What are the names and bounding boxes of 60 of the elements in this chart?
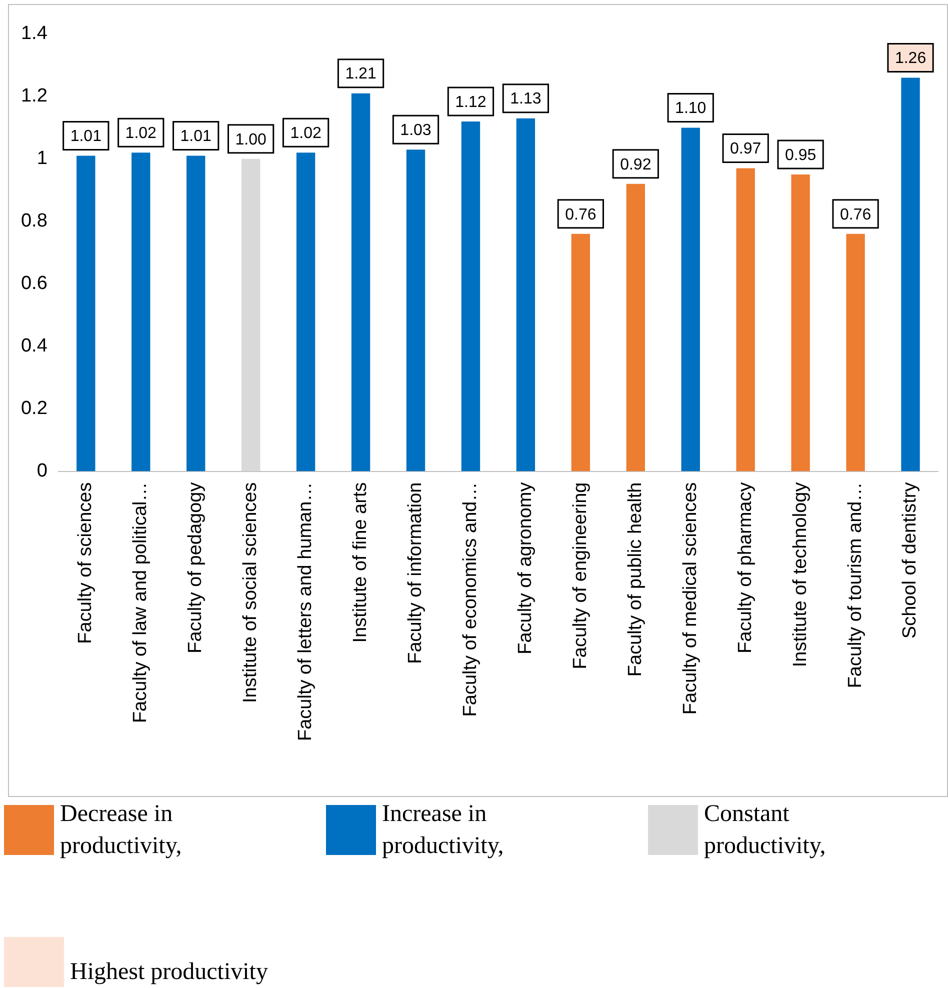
bar xyxy=(132,152,150,472)
x-tick-label: Faculty of information xyxy=(404,482,426,664)
data-label: 0.97 xyxy=(730,140,762,158)
data-label: 1.01 xyxy=(70,128,102,146)
bar xyxy=(736,168,755,472)
data-label: 1.13 xyxy=(510,90,542,108)
x-tick-label: Institute of social sciences xyxy=(240,482,262,703)
y-tick-label: 0.4 xyxy=(20,336,48,357)
bar xyxy=(901,78,920,472)
bar xyxy=(846,234,865,472)
text: Highest productivity xyxy=(70,958,268,987)
bar xyxy=(186,156,206,472)
bar xyxy=(241,158,260,472)
data-label: 0.76 xyxy=(565,206,596,224)
data-label: 1.03 xyxy=(400,122,432,139)
data-label: 1.26 xyxy=(894,50,926,68)
legend-label: Constant productivity, xyxy=(704,800,827,861)
bar xyxy=(571,234,590,472)
x-tick-label: Faculty of law and political… xyxy=(130,482,152,724)
x-tick-label: Faculty of medical sciences xyxy=(680,482,701,715)
bar xyxy=(406,150,426,472)
y-tick-label: 1.4 xyxy=(20,23,48,44)
x-tick-label: Faculty of economics and… xyxy=(460,482,481,717)
x-tick-label: Faculty of tourism and… xyxy=(844,482,866,688)
data-label: 1.21 xyxy=(345,66,376,83)
legend-label: Increase in productivity, xyxy=(382,800,505,861)
bar xyxy=(681,128,700,472)
y-tick-label: 0 xyxy=(36,460,48,482)
x-tick-label: School of dentistry xyxy=(900,482,921,639)
x-tick-label: Institute of technology xyxy=(790,482,811,668)
data-label: 1.01 xyxy=(180,128,212,146)
data-label: 0.92 xyxy=(620,156,652,174)
y-tick-label: 1.2 xyxy=(20,86,48,107)
data-label: 1.00 xyxy=(235,131,266,148)
bar xyxy=(461,121,480,472)
x-tick-label: Institute of fine arts xyxy=(350,482,372,643)
data-label: 1.02 xyxy=(125,125,157,142)
bar xyxy=(516,118,536,472)
bar xyxy=(791,174,810,472)
data-label: 0.76 xyxy=(840,206,872,224)
x-tick-label: Faculty of pedagogy xyxy=(185,482,206,654)
x-tick-label: Faculty of agronomy xyxy=(514,482,536,654)
data-label: 1.12 xyxy=(455,94,486,111)
bar xyxy=(626,184,645,472)
y-tick-label: 0.6 xyxy=(20,273,48,294)
bar xyxy=(296,152,316,472)
legend-label: Decrease in productivity, xyxy=(60,800,183,861)
x-tick-label: Faculty of pharmacy xyxy=(734,482,756,654)
data-label: 0.95 xyxy=(784,146,816,164)
bar xyxy=(351,93,370,472)
bar xyxy=(76,156,96,472)
data-label: 1.10 xyxy=(675,100,706,118)
y-tick-label: 0.2 xyxy=(20,398,48,420)
x-tick-label: Faculty of public health xyxy=(624,482,646,677)
x-tick-label: Faculty of engineering xyxy=(570,482,591,670)
y-tick-label: 0.8 xyxy=(20,210,48,232)
x-tick-label: Faculty of sciences xyxy=(75,482,96,644)
y-tick-label: 1 xyxy=(36,148,48,170)
data-label: 1.02 xyxy=(290,125,322,142)
x-tick-label: Faculty of letters and human… xyxy=(295,482,316,742)
